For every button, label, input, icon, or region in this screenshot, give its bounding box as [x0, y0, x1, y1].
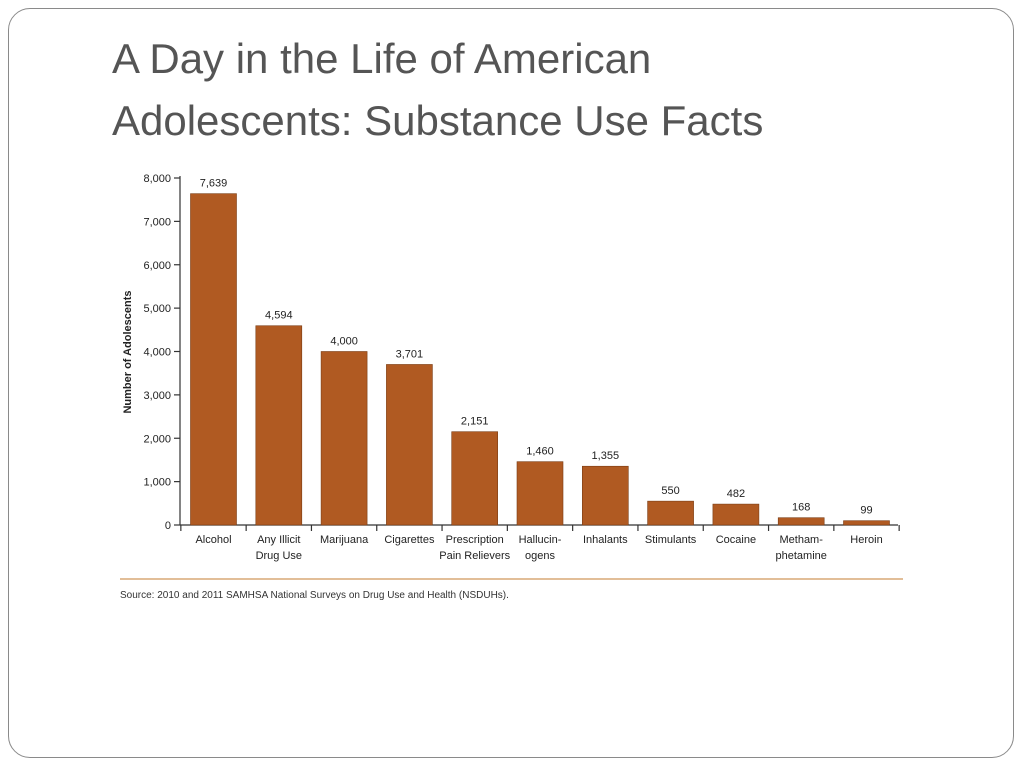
bar: [516, 461, 564, 526]
bar-value-label: 7,639: [200, 178, 228, 190]
bar: [777, 517, 825, 526]
bar-value-label: 1,355: [592, 450, 620, 462]
bar-value-label: 3,701: [396, 348, 424, 360]
source-note: Source: 2010 and 2011 SAMHSA National Su…: [120, 590, 509, 601]
bar-value-label: 4,594: [265, 310, 293, 322]
bar-value-label: 168: [792, 502, 810, 514]
y-axis-title: Number of Adolescents: [122, 290, 134, 413]
x-category-label: Cigarettes: [384, 534, 435, 546]
x-category-label: Stimulants: [645, 534, 697, 546]
y-tick-label: 1,000: [143, 477, 171, 489]
y-tick-label: 8,000: [143, 173, 171, 185]
x-category-label: Marijuana: [320, 534, 369, 546]
slide-title-line-2: Adolescents: Substance Use Facts: [112, 97, 764, 144]
bar-value-label: 1,460: [526, 446, 554, 458]
x-category-label: Alcohol: [195, 534, 231, 546]
x-category-label: Hallucin-: [519, 534, 562, 546]
bar-value-label: 4,000: [330, 336, 358, 348]
x-category-label: phetamine: [776, 550, 827, 562]
y-tick-label: 4,000: [143, 347, 171, 359]
x-category-label: Drug Use: [256, 550, 302, 562]
y-tick-label: 6,000: [143, 260, 171, 272]
y-tick-label: 3,000: [143, 390, 171, 402]
bar: [320, 351, 368, 526]
y-tick-label: 2,000: [143, 433, 171, 445]
slide-title: A Day in the Life of American Adolescent…: [112, 28, 932, 152]
slide-title-line-1: A Day in the Life of American: [112, 35, 652, 82]
bar: [386, 364, 433, 526]
x-category-label: Pain Relievers: [439, 550, 510, 562]
slide-frame: [8, 8, 1014, 758]
y-tick-label: 7,000: [143, 216, 171, 228]
bar: [712, 503, 760, 526]
x-category-label: Heroin: [850, 534, 882, 546]
bar: [190, 193, 237, 526]
bar: [451, 431, 499, 526]
x-category-label: Metham-: [779, 534, 823, 546]
bar: [647, 500, 694, 526]
bar: [843, 520, 890, 526]
x-category-label: Prescription: [446, 534, 504, 546]
x-category-label: ogens: [525, 550, 555, 562]
bar-value-label: 2,151: [461, 416, 489, 428]
bar-value-label: 482: [727, 488, 745, 500]
bar: [581, 465, 629, 526]
y-tick-label: 5,000: [143, 303, 171, 315]
bar-value-label: 550: [661, 485, 679, 497]
y-tick-label: 0: [165, 520, 171, 532]
bar: [255, 325, 303, 526]
x-category-label: Any Illicit: [257, 534, 300, 546]
bar-value-label: 99: [860, 505, 872, 517]
x-category-label: Cocaine: [716, 534, 756, 546]
x-category-label: Inhalants: [583, 534, 628, 546]
